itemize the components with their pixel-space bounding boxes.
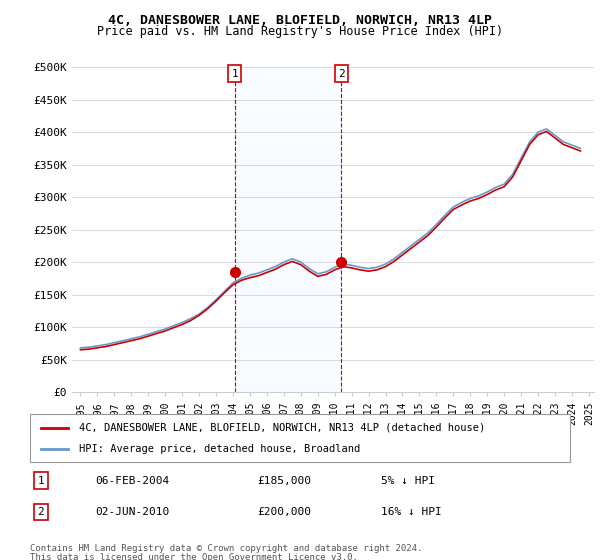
Text: HPI: Average price, detached house, Broadland: HPI: Average price, detached house, Broa…	[79, 444, 360, 454]
Text: 1: 1	[37, 476, 44, 486]
Text: 02-JUN-2010: 02-JUN-2010	[95, 507, 169, 517]
Text: 06-FEB-2004: 06-FEB-2004	[95, 476, 169, 486]
Text: Price paid vs. HM Land Registry's House Price Index (HPI): Price paid vs. HM Land Registry's House …	[97, 25, 503, 38]
Text: £200,000: £200,000	[257, 507, 311, 517]
FancyBboxPatch shape	[30, 414, 570, 462]
Text: 4C, DANESBOWER LANE, BLOFIELD, NORWICH, NR13 4LP (detached house): 4C, DANESBOWER LANE, BLOFIELD, NORWICH, …	[79, 423, 485, 433]
Text: £185,000: £185,000	[257, 476, 311, 486]
Text: Contains HM Land Registry data © Crown copyright and database right 2024.: Contains HM Land Registry data © Crown c…	[30, 544, 422, 553]
Text: 1: 1	[232, 69, 238, 79]
Text: 2: 2	[338, 69, 345, 79]
Text: 16% ↓ HPI: 16% ↓ HPI	[381, 507, 442, 517]
Text: 4C, DANESBOWER LANE, BLOFIELD, NORWICH, NR13 4LP: 4C, DANESBOWER LANE, BLOFIELD, NORWICH, …	[108, 14, 492, 27]
Text: 5% ↓ HPI: 5% ↓ HPI	[381, 476, 435, 486]
Text: 2: 2	[37, 507, 44, 517]
Text: This data is licensed under the Open Government Licence v3.0.: This data is licensed under the Open Gov…	[30, 553, 358, 560]
Bar	[235, 67, 341, 392]
